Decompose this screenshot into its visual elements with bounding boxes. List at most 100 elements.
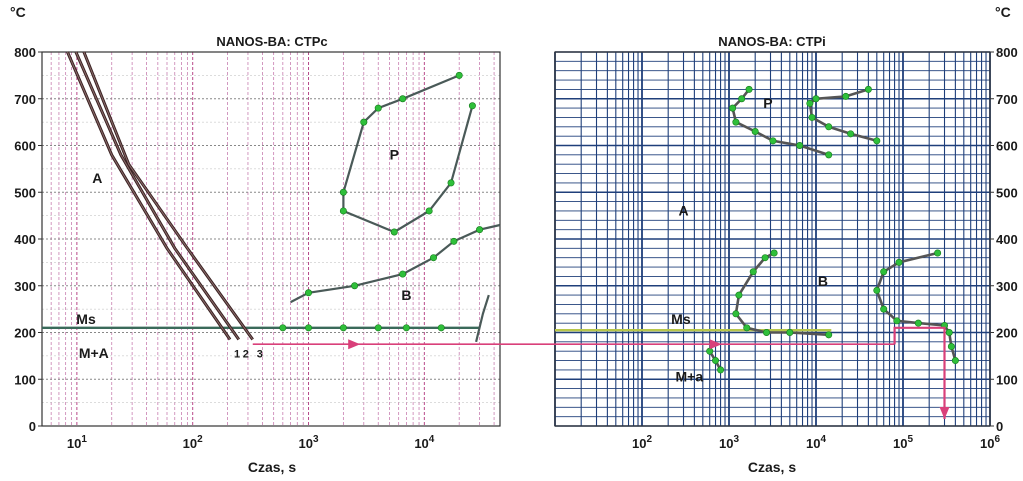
ctpc-bainite-point [476,226,484,234]
ctpi-bainite-end-point [914,319,922,327]
ctpi-pearlite-start-point [745,85,753,93]
ctpc-pearlite-point [455,71,463,79]
ctpc-y-tick-label: 400 [14,232,36,247]
ctpi-x-tick-label: 102 [632,434,652,451]
left-chart-title: NANOS-BA: CTPc [216,34,327,49]
ctpc-region-label: P [390,147,399,163]
ctpc-bainite-point [430,254,438,262]
ctpc-bainite-curve-2 [475,294,490,343]
ctpi-pearlite-start-point [729,104,737,112]
ctpc-ms-point [374,324,382,332]
ctpi-y-tick-label: 200 [996,326,1018,341]
ctpi-bainite-end-point [947,343,955,351]
ctpi-pearlite-start-point [732,118,740,126]
ctpi-transfer-arrowhead [709,339,722,350]
ctpi-bainite-end-point [951,357,959,365]
ctpc-bainite-point [351,282,359,290]
ctpi-pearlite-start-point [738,95,746,103]
ctpc-ms-point [339,324,347,332]
ctpi-y-tick-label: 0 [996,419,1003,434]
ctpi-y-tick-label: 800 [996,45,1018,60]
ctpi-bainite-end-point [893,317,901,325]
ctpc-y-tick-label: 200 [14,326,36,341]
ctpi-bainite-end-point [880,268,888,276]
ctpc-y-tick-label: 0 [29,419,36,434]
ctpc-region-label: B [401,287,411,303]
ctpi-x-tick-label: 104 [806,434,826,451]
ctpi-region-label: Ms [671,311,691,327]
ctpc-transfer-arrowhead [348,339,361,350]
ctpi-bainite-end-point [873,286,881,294]
ctpi-y-tick-label: 500 [996,185,1018,200]
ctpi-fragment-point [717,366,725,374]
ctpi-x-tick-label: 103 [719,434,739,451]
ctpc-curve-number-label: 1 [234,349,240,361]
ctpc-pearlite-point [360,118,368,126]
ctpi-pearlite-end-point [873,137,881,145]
ctpc-y-tick-label: 700 [14,92,36,107]
ctpc-region-label: Ms [76,311,96,327]
ctpc-curve-number-label: 3 [257,349,263,361]
ctpi-x-tick-label: 106 [980,434,1000,451]
ctpc-cooling-curve-core [83,51,254,340]
left-x-axis-label: Czas, s [248,459,296,475]
ctpc-bainite-curve [290,223,501,304]
ctpi-bainite-start-point [770,249,778,257]
ctpc-y-tick-label: 600 [14,139,36,154]
ctpi-bainite-start-point [763,328,771,336]
ctpi-magenta-path [893,326,946,419]
ctpi-bainite-end-point [895,258,903,266]
ctpi-y-tick-label: 700 [996,92,1018,107]
ctpi-bainite-start-point [825,331,833,339]
ctpi-y-tick-label: 300 [996,279,1018,294]
ctpi-bainite-start-point [732,310,740,318]
ctpi-bainite-end-point [945,328,953,336]
ctpc-y-tick-label: 500 [14,185,36,200]
ctpi-fragment-point [712,357,720,365]
ctpi-pearlite-end-point [842,92,850,100]
ctpi-pearlite-start-point [751,127,759,135]
ctpi-pearlite-start-point [825,151,833,159]
ctpi-region-label: P [763,95,772,111]
ctpc-x-tick-label: 104 [414,434,434,451]
ctpc-ms-point [437,324,445,332]
ctpi-pearlite-end-point [806,99,814,107]
right-x-axis-label: Czas, s [748,459,796,475]
ctpi-bainite-start-point [761,254,769,262]
right-chart-title: NANOS-BA: CTPi [718,34,826,49]
ctpi-y-tick-label: 400 [996,232,1018,247]
ctpi-pearlite-end-point [864,85,872,93]
ctpi-region-label: M+a [676,369,704,385]
ctpc-pearlite-point [390,228,398,236]
ctpi-bainite-start-point [743,324,751,332]
ctpc-pearlite-point [447,179,455,187]
ctpi-bainite-start-curve [734,251,829,337]
ctpc-region-label: A [92,170,102,186]
ctpc-region-label: M+A [79,345,109,361]
ctpc-bainite-point [450,237,458,245]
ctpi-pearlite-start-point [769,137,777,145]
ctpi-region-label: B [818,273,828,289]
ctpc-cooling-curve [66,51,232,341]
ctpc-x-tick-label: 103 [299,434,319,451]
ctpi-pearlite-end-point [847,130,855,138]
ctpc-cooling-curve [82,51,254,341]
ctpi-y-tick-label: 100 [996,372,1018,387]
ctpi-magenta-arrowhead [939,406,950,419]
ctpi-pearlite-end-point [808,113,816,121]
ctpc-pearlite-point [339,188,347,196]
ctpi-pearlite-end-point [825,123,833,131]
ctpc-cooling-curve-core [67,51,231,340]
ctpc-x-tick-label: 101 [67,434,87,451]
ctpc-pearlite-point [374,104,382,112]
ctpi-y-tick-label: 600 [996,139,1018,154]
ctpi-pearlite-end-point [812,95,820,103]
ctpc-pearlite-point [468,102,476,110]
ctpi-pearlite-end-curve [808,88,878,143]
ctpi-bainite-end-point [934,249,942,257]
ctpc-y-tick-label: 300 [14,279,36,294]
ctpc-bainite-point [305,289,313,297]
ctpi-bainite-start-point [749,268,757,276]
ctpc-ms-point [279,324,287,332]
